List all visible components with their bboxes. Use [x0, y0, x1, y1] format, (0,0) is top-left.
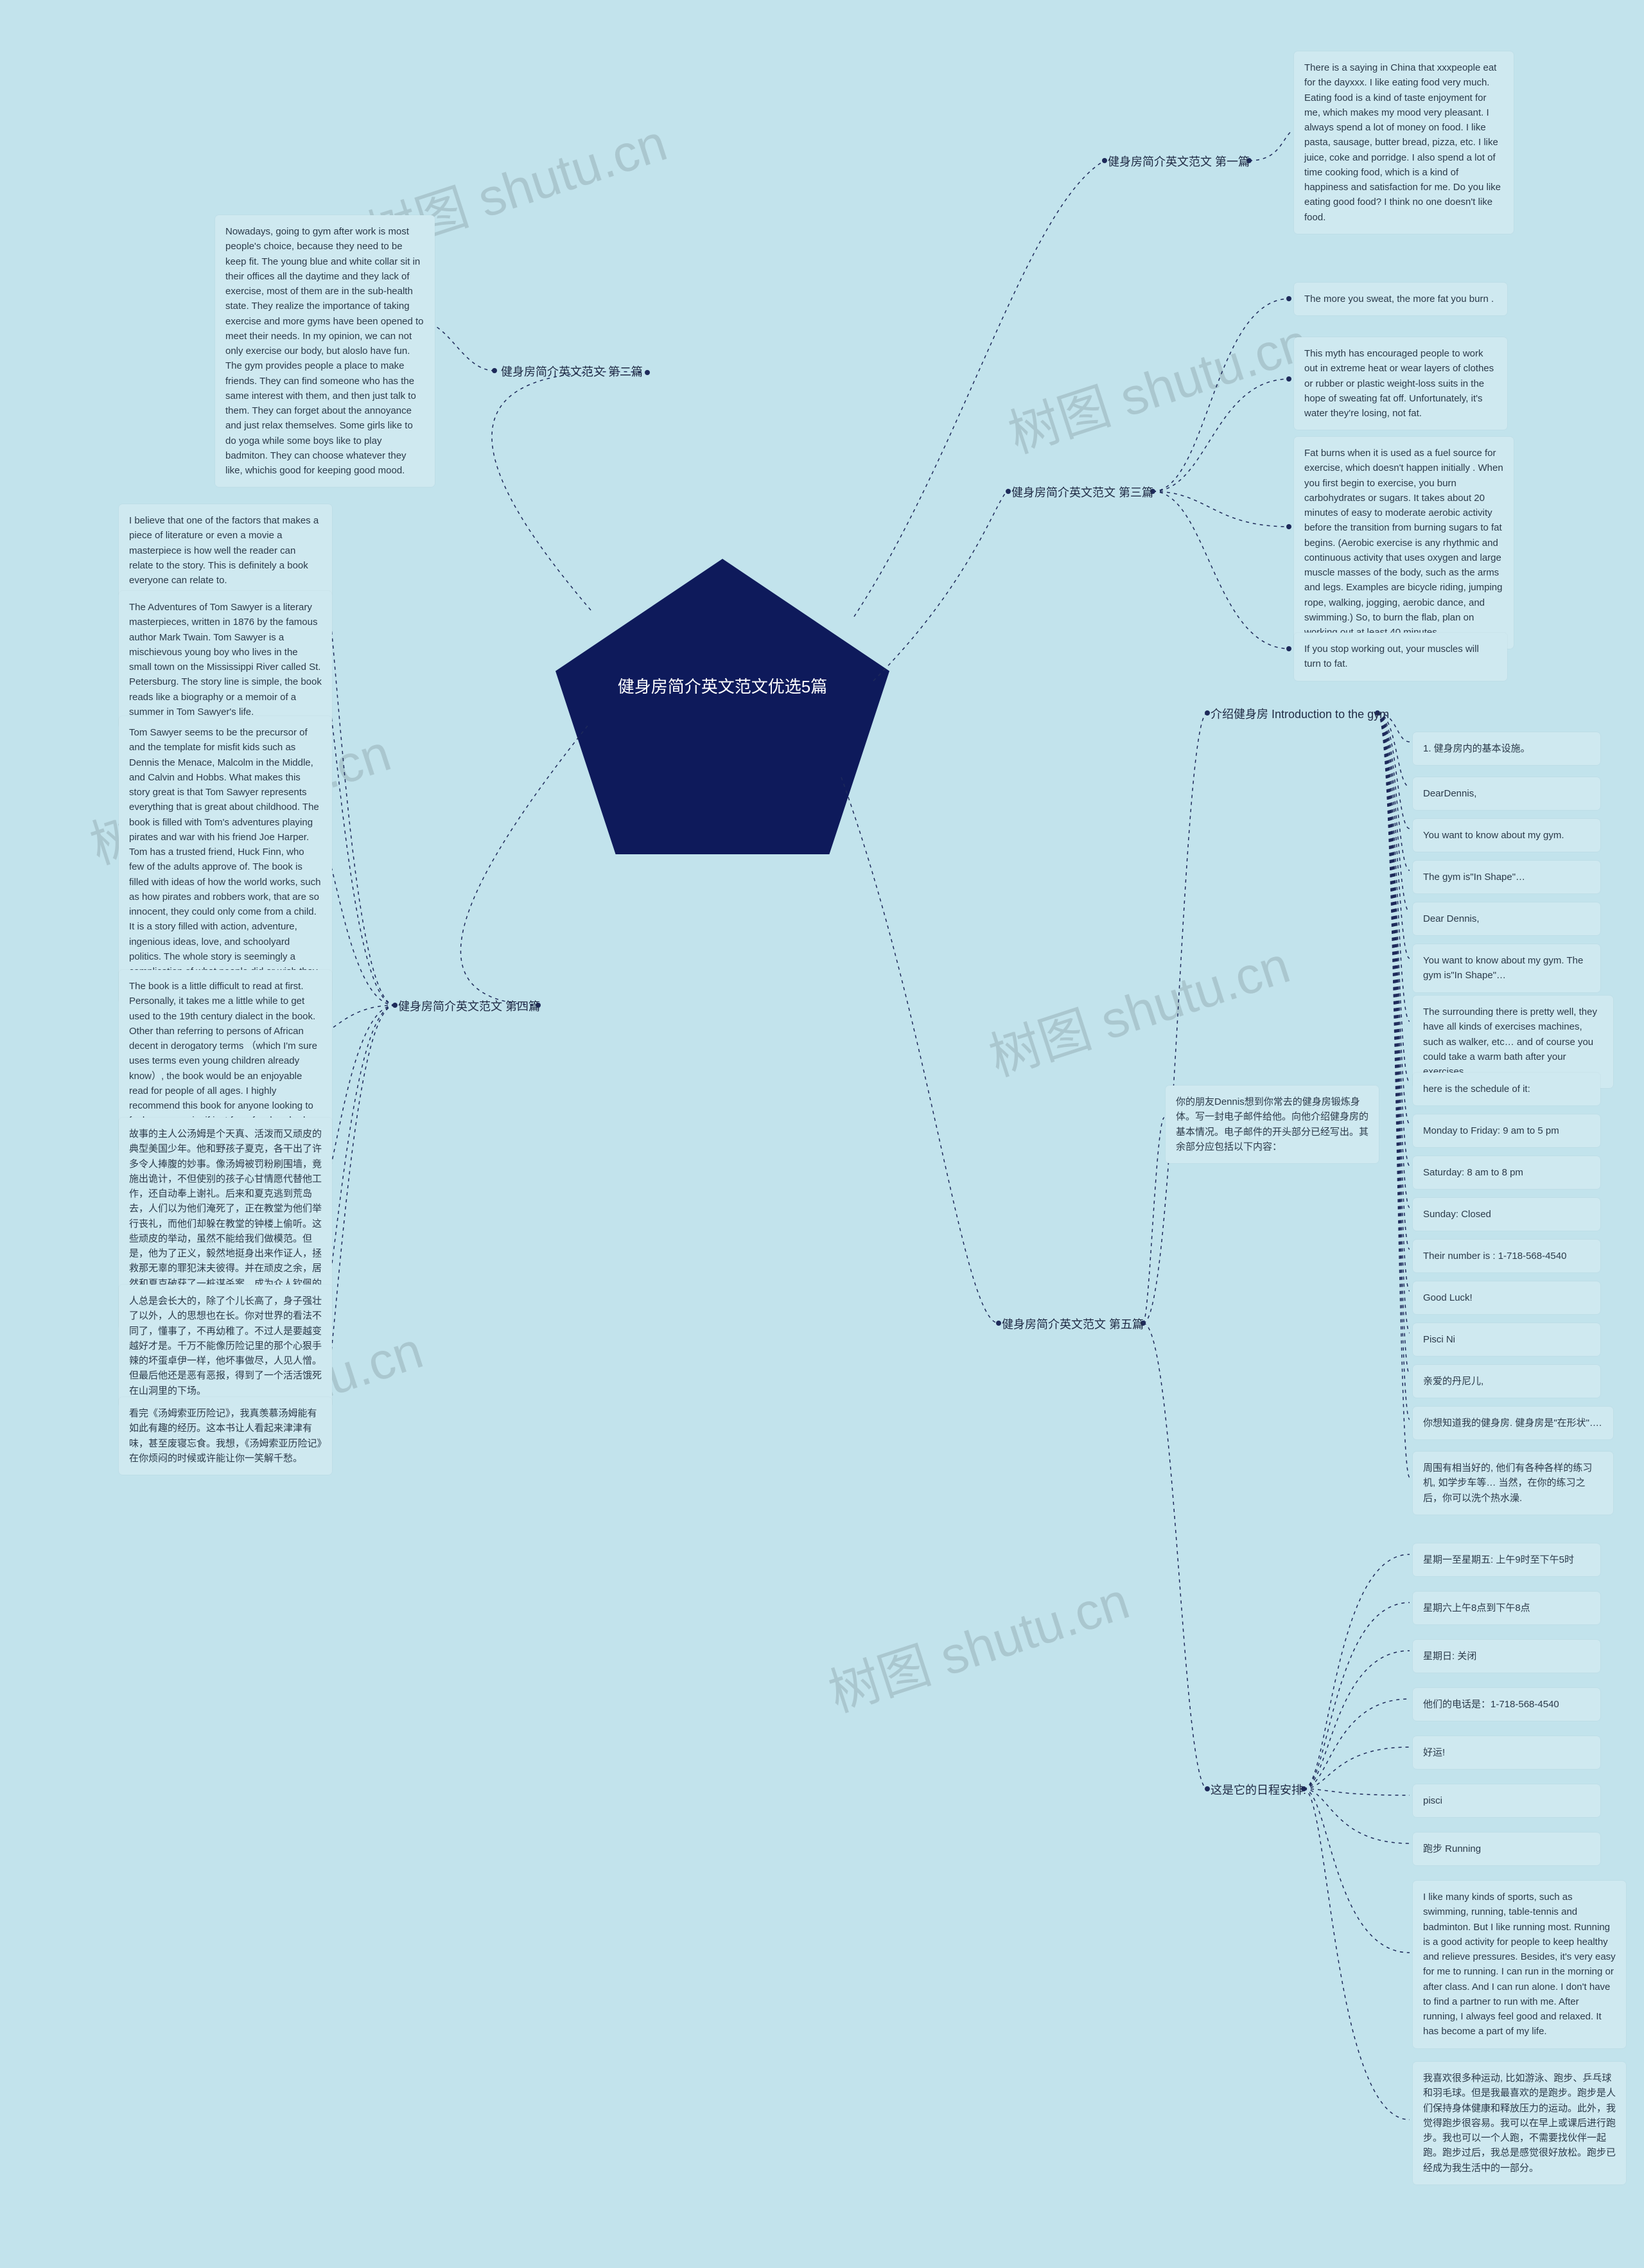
leaf-b5g2-0: 星期一至星期五: 上午9时至下午5时: [1413, 1543, 1600, 1576]
leaf-b5g2-5: pisci: [1413, 1784, 1600, 1817]
center-node[interactable]: 健身房简介英文范文优选5篇: [555, 559, 889, 854]
leaf-b5g1-15: 你想知道我的健身房. 健身房是"在形状"….: [1413, 1407, 1613, 1439]
leaf-b5g1-4: Dear Dennis,: [1413, 902, 1600, 935]
branch-5-label[interactable]: 健身房简介英文范文 第五篇: [1002, 1315, 1144, 1337]
leaf-b5g1-13: Pisci Ni: [1413, 1323, 1600, 1356]
leaf-b5g1-12: Good Luck!: [1413, 1281, 1600, 1314]
leaf-b3-3: If you stop working out, your muscles wi…: [1294, 633, 1507, 681]
branch-3-label[interactable]: 健身房简介英文范文 第三篇: [1011, 484, 1153, 505]
leaf-b5g1-5: You want to know about my gym. The gym i…: [1413, 944, 1600, 992]
leaf-b4-2: Tom Sawyer seems to be the precursor of …: [119, 716, 332, 1003]
leaf-b4-5: 人总是会长大的，除了个儿长高了，身子强壮了以外，人的思想也在长。你对世界的看法不…: [119, 1285, 332, 1407]
leaf-b4-6: 看完《汤姆索亚历险记》，我真羡慕汤姆能有如此有趣的经历。这本书让人看起来津津有味…: [119, 1397, 332, 1475]
leaf-b5g1-7: here is the schedule of it:: [1413, 1073, 1600, 1105]
leaf-b5g1-10: Sunday: Closed: [1413, 1198, 1600, 1231]
leaf-b4-1: The Adventures of Tom Sawyer is a litera…: [119, 591, 332, 728]
leaf-b5g2-3: 他们的电话是：1-718-568-4540: [1413, 1688, 1600, 1721]
leaf-b2-0: Nowadays, going to gym after work is mos…: [215, 215, 435, 487]
leaf-b5g1-3: The gym is"In Shape"…: [1413, 861, 1600, 893]
leaf-b5g1-1: DearDennis,: [1413, 777, 1600, 810]
leaf-b5g1-16: 周围有相当好的, 他们有各种各样的练习机, 如学步车等… 当然，在你的练习之后，…: [1413, 1452, 1613, 1515]
branch-5-group2-label[interactable]: 这是它的日程安排:: [1211, 1781, 1306, 1803]
leaf-b5g2-6: 跑步 Running: [1413, 1833, 1600, 1865]
watermark: 树图 shutu.cn: [998, 301, 1317, 468]
leaf-b5g1-14: 亲爱的丹尼儿,: [1413, 1365, 1600, 1398]
leaf-b3-1: This myth has encouraged people to work …: [1294, 337, 1507, 430]
leaf-b3-2: Fat burns when it is used as a fuel sour…: [1294, 437, 1514, 649]
leaf-b5g1-0: 1. 健身房内的基本设施。: [1413, 732, 1600, 765]
leaf-b5g2-7: I like many kinds of sports, such as swi…: [1413, 1881, 1626, 2048]
branch-2-label[interactable]: 健身房简介英文范文 第二篇: [501, 363, 643, 385]
branch-5-group1-label[interactable]: 介绍健身房 Introduction to the gym: [1211, 705, 1389, 727]
center-title: 健身房简介英文范文优选5篇: [555, 674, 889, 699]
leaf-b5g1-9: Saturday: 8 am to 8 pm: [1413, 1156, 1600, 1189]
leaf-b5g1-11: Their number is : 1-718-568-4540: [1413, 1240, 1600, 1272]
branch-4-label[interactable]: 健身房简介英文范文 第四篇: [398, 998, 540, 1019]
branch-1-label[interactable]: 健身房简介英文范文 第一篇: [1108, 153, 1250, 175]
leaf-b5g1-2: You want to know about my gym.: [1413, 819, 1600, 852]
leaf-b5g1-8: Monday to Friday: 9 am to 5 pm: [1413, 1114, 1600, 1147]
leaf-b5-sidebox: 你的朋友Dennis想到你常去的健身房锻炼身体。写一封电子邮件给他。向他介绍健身…: [1166, 1086, 1379, 1163]
leaf-b5g2-2: 星期日: 关闭: [1413, 1640, 1600, 1673]
watermark: 树图 shutu.cn: [979, 924, 1298, 1091]
leaf-b1-0: There is a saying in China that xxxpeopl…: [1294, 51, 1514, 234]
watermark: 树图 shutu.cn: [818, 1560, 1137, 1727]
leaf-b4-0: I believe that one of the factors that m…: [119, 504, 332, 597]
leaf-b5g2-1: 星期六上午8点到下午8点: [1413, 1592, 1600, 1624]
leaf-b5g2-4: 好运!: [1413, 1736, 1600, 1769]
leaf-b3-0: The more you sweat, the more fat you bur…: [1294, 283, 1507, 315]
leaf-b5g2-8: 我喜欢很多种运动, 比如游泳、跑步、乒乓球和羽毛球。但是我最喜欢的是跑步。跑步是…: [1413, 2062, 1626, 2184]
